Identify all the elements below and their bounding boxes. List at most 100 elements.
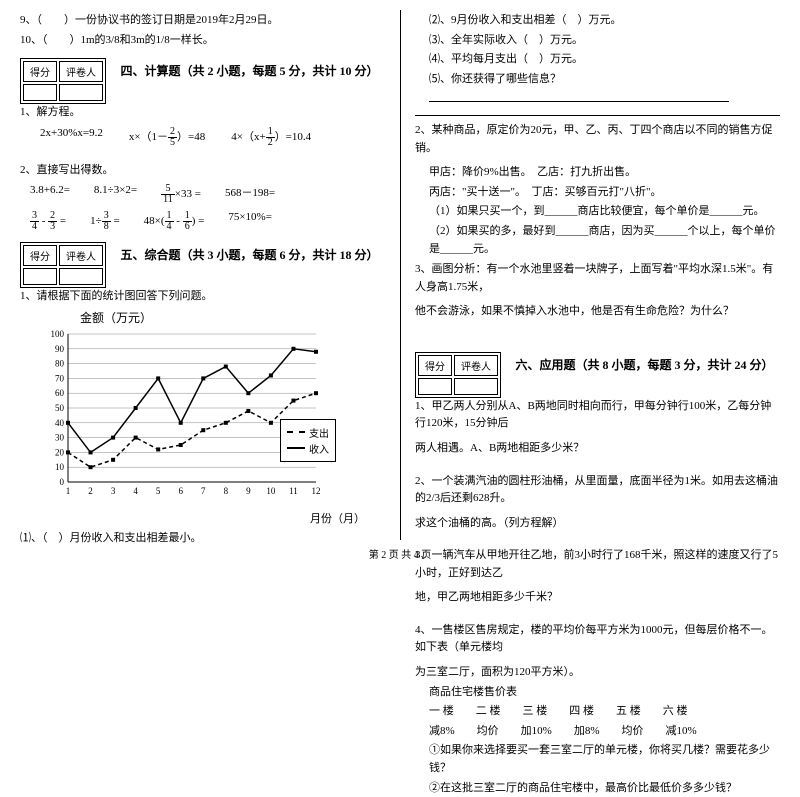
reviewer-cell (59, 84, 103, 101)
svg-text:20: 20 (55, 447, 65, 457)
a1b: 两人相遇。A、B两地相距多少米？ (415, 440, 780, 457)
frac-icon: 23 (48, 211, 57, 232)
direct-row1: 3.8+6.2= 8.1÷3×2= 511×33 = 568－198= (30, 184, 385, 205)
d4: 568－198= (225, 184, 275, 205)
eq1b: x×（1－25）=48 (129, 127, 205, 148)
section5-header: 得分评卷人 五、综合题（共 3 小题，每题 6 分，共计 18 分） (20, 242, 385, 288)
score-box-5: 得分评卷人 (20, 242, 106, 288)
d5: 34 - 23 = (30, 211, 66, 232)
a4c: ①如果你来选择要买一套三室二厅的单元楼，你将买几楼？需要花多少钱？ (429, 742, 780, 777)
blank-line (429, 90, 780, 109)
svg-text:4: 4 (133, 486, 138, 496)
d6: 1÷38 = (90, 211, 120, 232)
svg-text:100: 100 (51, 330, 65, 339)
d2: 8.1÷3×2= (94, 184, 137, 205)
sub3: ⑶、全年实际收入（ ）万元。 (429, 32, 780, 50)
d1: 3.8+6.2= (30, 184, 70, 205)
solid-icon (287, 447, 305, 449)
svg-text:10: 10 (55, 462, 65, 472)
svg-text:11: 11 (289, 486, 298, 496)
section5-title: 五、综合题（共 3 小题，每题 6 分，共计 18 分） (114, 246, 385, 263)
section6-header: 得分评卷人 六、应用题（共 8 小题，每题 3 分，共计 24 分） (415, 352, 780, 398)
svg-text:2: 2 (88, 486, 93, 496)
svg-text:3: 3 (111, 486, 116, 496)
sub5: ⑸、你还获得了哪些信息？ (429, 71, 780, 89)
s5-q1: 1、请根据下面的统计图回答下列问题。 (20, 288, 385, 305)
frac-icon: 14 (165, 211, 174, 232)
svg-text:50: 50 (55, 403, 65, 413)
svg-text:1: 1 (66, 486, 71, 496)
frac-icon: 511 (161, 184, 175, 205)
q2b: 甲店：降价9%出售。 乙店：打九折出售。 (429, 164, 780, 182)
legend-out: 支出 (287, 425, 329, 440)
svg-text:9: 9 (246, 486, 251, 496)
chart-area: 金额（万元） 010203040506070809010012345678910… (40, 309, 385, 526)
eq1c: 4×（x+12）=10.4 (231, 127, 311, 148)
a2b: 求这个油桶的高。（列方程解） (415, 515, 780, 532)
q3b: 他不会游泳，如果不慎掉入水池中，他是否有生命危险？为什么？ (415, 303, 780, 320)
sub4: ⑷、平均每月支出（ ）万元。 (429, 51, 780, 69)
svg-text:40: 40 (55, 417, 65, 427)
score-box-6: 得分评卷人 (415, 352, 501, 398)
score-cell (23, 84, 57, 101)
right-column: ⑵、9月份收入和支出相差（ ）万元。 ⑶、全年实际收入（ ）万元。 ⑷、平均每月… (415, 12, 780, 532)
eq-row-1: 2x+30%x=9.2 x×（1－25）=48 4×（x+12）=10.4 (40, 127, 385, 148)
svg-text:0: 0 (60, 477, 65, 487)
legend-in: 收入 (287, 441, 329, 456)
reviewer-label: 评卷人 (59, 61, 103, 82)
a1a: 1、甲乙两人分别从A、B两地同时相向而行，甲每分钟行100米，乙每分钟行120米… (415, 398, 780, 433)
a3b: 地，甲乙两地相距多少千米？ (415, 589, 780, 606)
left-column: 9、（ ）一份协议书的签订日期是2019年2月29日。 10、（ ）1m的3/8… (20, 12, 385, 532)
d8: 75×10%= (228, 211, 272, 232)
q2c: 丙店："买十送一"。 丁店：买够百元打"八折"。 (429, 184, 780, 202)
frac-icon: 25 (168, 127, 177, 148)
q2e: （2）如果买的多，最好到______商店，因为买______个以上，每个单价是_… (429, 223, 780, 258)
table-title: 商品住宅楼售价表 (429, 684, 780, 702)
frac-icon: 38 (102, 211, 111, 232)
d3: 511×33 = (161, 184, 201, 205)
svg-text:70: 70 (55, 373, 65, 383)
chart-xlabel: 月份（月） (40, 510, 365, 526)
score-box-4: 得分评卷人 (20, 58, 106, 104)
svg-text:8: 8 (224, 486, 229, 496)
table-row: 一 楼 二 楼 三 楼 四 楼 五 楼 六 楼 (429, 703, 780, 721)
score-label: 得分 (23, 61, 57, 82)
q2d: （1）如果只买一个，到______商店比较便宜，每个单价是______元。 (429, 203, 780, 221)
q9: 9、（ ）一份协议书的签订日期是2019年2月29日。 (20, 12, 385, 29)
svg-text:10: 10 (266, 486, 276, 496)
svg-text:12: 12 (312, 486, 321, 496)
s5-sub1: ⑴、（ ）月份收入和支出相差最小。 (20, 530, 385, 547)
s4-q2: 2、直接写出得数。 (20, 162, 385, 179)
q10: 10、（ ）1m的3/8和3m的1/8一样长。 (20, 32, 385, 49)
svg-text:6: 6 (178, 486, 183, 496)
eq1a: 2x+30%x=9.2 (40, 127, 103, 148)
d7: 48×(14 - 16) = (144, 211, 205, 232)
section4-title: 四、计算题（共 2 小题，每题 5 分，共计 10 分） (114, 62, 385, 79)
q2a: 2、某种商品，原定价为20元，甲、乙、丙、丁四个商店以不同的销售方促销。 (415, 122, 780, 157)
svg-text:90: 90 (55, 343, 65, 353)
svg-text:7: 7 (201, 486, 206, 496)
dash-icon (287, 431, 305, 433)
table-row: 减8% 均价 加10% 加8% 均价 减10% (429, 723, 780, 741)
sub2: ⑵、9月份收入和支出相差（ ）万元。 (429, 12, 780, 30)
frac-icon: 12 (266, 127, 275, 148)
chart-ylabel: 金额（万元） (80, 309, 385, 326)
svg-text:80: 80 (55, 358, 65, 368)
svg-text:5: 5 (156, 486, 161, 496)
column-divider (400, 10, 401, 540)
direct-row2: 34 - 23 = 1÷38 = 48×(14 - 16) = 75×10%= (30, 211, 385, 232)
chart-wrap: 0102030405060708090100123456789101112 支出… (40, 330, 340, 508)
frac-icon: 34 (30, 211, 39, 232)
chart-legend: 支出 收入 (280, 419, 336, 462)
section6-title: 六、应用题（共 8 小题，每题 3 分，共计 24 分） (509, 356, 780, 373)
svg-text:30: 30 (55, 432, 65, 442)
section4-header: 得分评卷人 四、计算题（共 2 小题，每题 5 分，共计 10 分） (20, 58, 385, 104)
s4-q1: 1、解方程。 (20, 104, 385, 121)
line-chart: 0102030405060708090100123456789101112 (40, 330, 320, 505)
svg-text:60: 60 (55, 388, 65, 398)
page-footer: 第 2 页 共 4 页 (0, 546, 800, 561)
a4d: ②在这批三室二厅的商品住宅楼中，最高价比最低价多多少钱？ (429, 780, 780, 797)
a4b: 为三室二厅，面积为120平方米）。 (415, 664, 780, 681)
q3a: 3、画图分析：有一个水池里竖着一块牌子，上面写着"平均水深1.5米"。有人身高1… (415, 261, 780, 296)
hr (415, 115, 780, 116)
